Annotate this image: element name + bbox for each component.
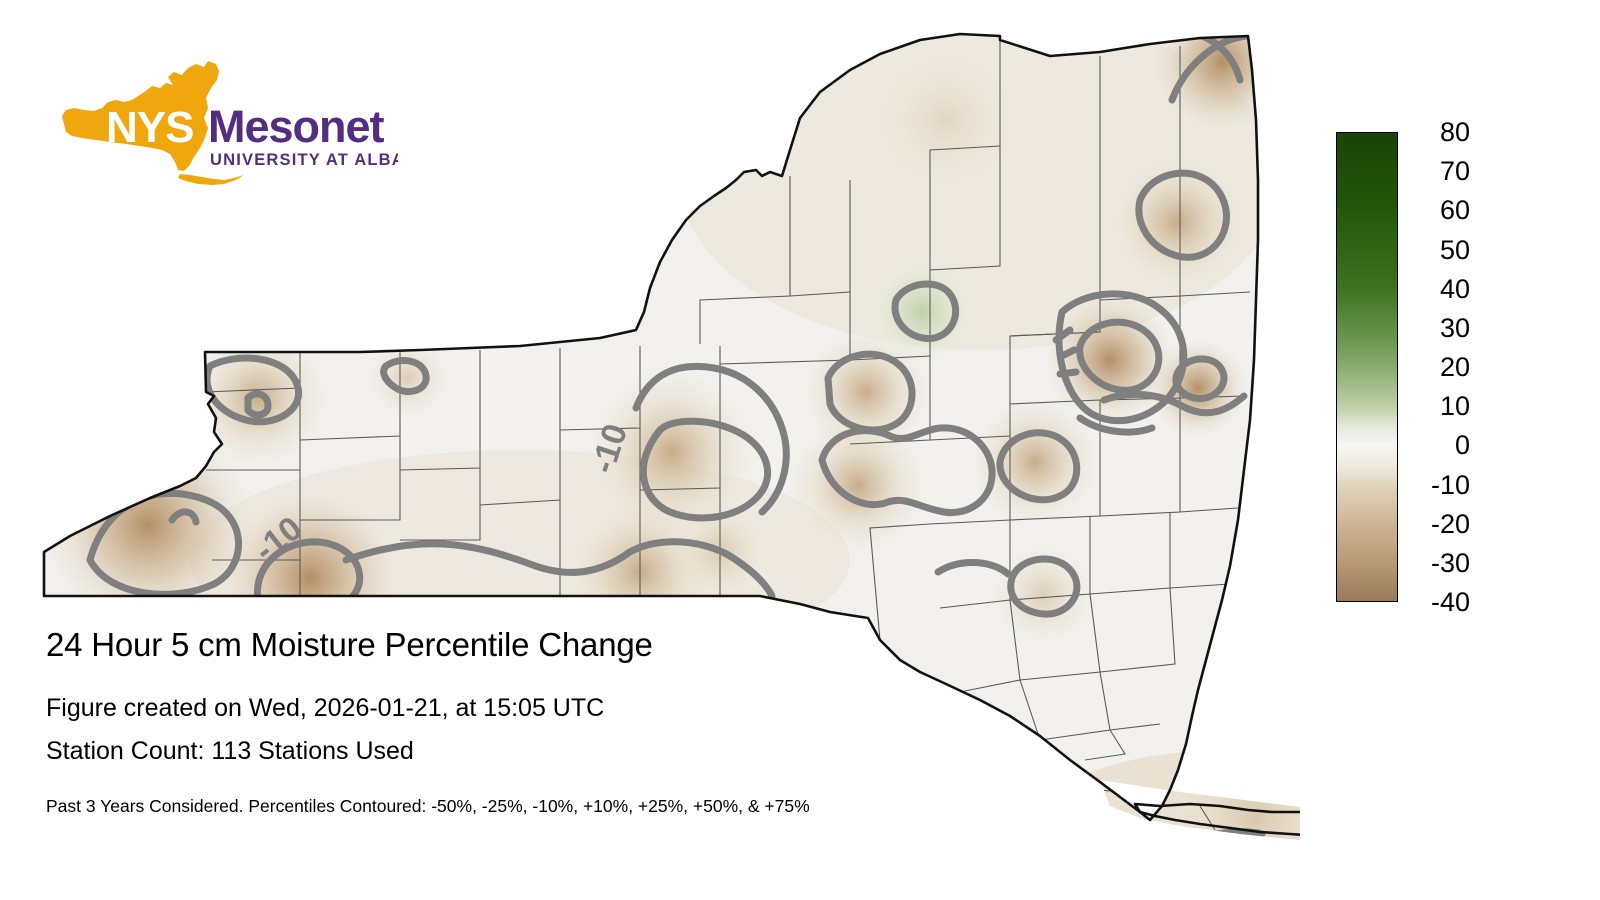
colorbar-gradient	[1337, 133, 1397, 601]
logo-nys-text: NYS	[106, 103, 193, 152]
logo-long-island-shape	[178, 174, 244, 185]
logo-state-shape	[62, 61, 219, 171]
colorbar-tick-minus20: -20	[1430, 508, 1470, 539]
colorbar-tick-labels: 80 70 60 50 40 30 20 10 0 -10 -20 -30 -40	[1408, 112, 1528, 622]
colorbar-tick-minus30: -30	[1430, 547, 1470, 578]
figure-created-timestamp: Figure created on Wed, 2026-01-21, at 15…	[46, 694, 605, 722]
moisture-percentile-change-colorbar	[1336, 132, 1398, 602]
page-title: 24 Hour 5 cm Moisture Percentile Change	[46, 626, 653, 663]
contour-footnote: Past 3 Years Considered. Percentiles Con…	[46, 796, 810, 816]
colorbar-tick-20: 20	[1439, 352, 1470, 382]
colorbar-tick-minus10: -10	[1430, 469, 1470, 500]
colorbar-tick-70: 70	[1439, 156, 1470, 187]
county-boundaries	[204, 40, 1300, 843]
colorbar-tick-30: 30	[1439, 312, 1470, 343]
colorbar-tick-60: 60	[1439, 195, 1470, 226]
state-outline	[42, 32, 1300, 836]
colorbar-tick-80: 80	[1439, 117, 1470, 147]
new-york-state-soil-moisture-map[interactable]: -10 -10	[0, 0, 1300, 900]
colorbar-tick-10: 10	[1439, 391, 1470, 422]
caption-block: 24 Hour 5 cm Moisture Percentile Change …	[46, 625, 1166, 817]
colorbar-tick-50: 50	[1439, 234, 1470, 265]
station-count-text: Station Count: 113 Stations Used	[46, 737, 414, 765]
colorbar-tick-0: 0	[1454, 430, 1470, 461]
colorbar-tick-40: 40	[1439, 273, 1470, 304]
map-panel: -10 -10	[0, 0, 1300, 900]
logo-mesonet-text: Mesonet	[208, 101, 385, 152]
nys-mesonet-logo: NYS Mesonet UNIVERSITY AT ALBANY	[48, 58, 398, 188]
logo-tagline-text: UNIVERSITY AT ALBANY	[210, 151, 398, 169]
colorbar-tick-minus40: -40	[1430, 587, 1470, 617]
